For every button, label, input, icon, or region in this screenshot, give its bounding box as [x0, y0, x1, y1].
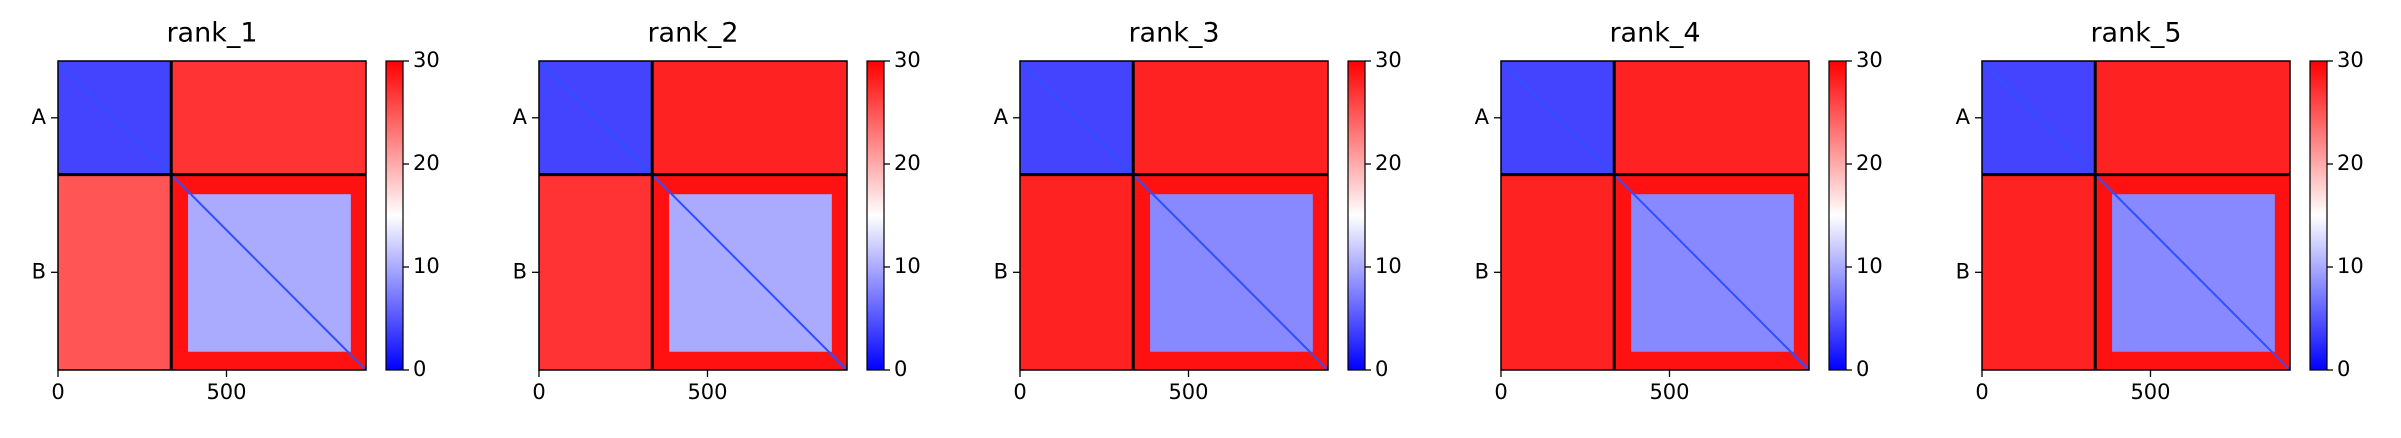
y-tick-label: A [513, 105, 528, 129]
colorbar-tick-label: 0 [894, 357, 907, 381]
panel-title: rank_5 [2090, 18, 2181, 49]
plot-frame [1981, 60, 2291, 371]
diagonal [1500, 60, 1810, 371]
plot-frame [1019, 60, 1329, 371]
colorbar-tick-label: 30 [1856, 48, 1883, 72]
x-tick-label: 500 [1649, 380, 1689, 404]
x-tick-label: 0 [532, 380, 545, 404]
colorbar-tick-label: 10 [2337, 254, 2364, 278]
colorbar-tick-label: 20 [894, 151, 921, 175]
colorbar-tick-label: 0 [1856, 357, 1869, 381]
heatmap-region [1501, 174, 1615, 370]
heatmap-region [171, 61, 366, 175]
colorbar-tick-label: 30 [894, 48, 921, 72]
colorbar-tick-label: 10 [1856, 254, 1883, 278]
y-tick-label: A [1475, 105, 1490, 129]
plot-frame [57, 60, 367, 371]
heatmap-region [539, 174, 653, 370]
colorbar-tick-label: 0 [1375, 357, 1388, 381]
colorbar [2309, 60, 2328, 371]
x-tick-label: 0 [1013, 380, 1026, 404]
y-tick-label: A [1956, 105, 1971, 129]
heatmap-region [2095, 61, 2290, 175]
colorbar-tick-label: 0 [2337, 357, 2350, 381]
panel-title: rank_3 [1128, 18, 1219, 49]
x-tick-label: 500 [2130, 380, 2170, 404]
diagonal [1981, 60, 2291, 371]
panel-title: rank_4 [1609, 18, 1700, 49]
colorbar-tick-label: 30 [2337, 48, 2364, 72]
colorbar-tick-label: 20 [413, 151, 440, 175]
colorbar [866, 60, 885, 371]
y-tick-label: A [32, 105, 47, 129]
colorbar-tick-label: 20 [1856, 151, 1883, 175]
y-tick-label: B [32, 259, 46, 283]
panel-title: rank_1 [166, 18, 257, 49]
y-tick-label: A [994, 105, 1009, 129]
y-tick-label: B [513, 259, 527, 283]
colorbar [1828, 60, 1847, 371]
heatmap-region [1614, 61, 1809, 175]
plot-frame [1500, 60, 1810, 371]
panel-title: rank_2 [647, 18, 738, 49]
colorbar-tick-label: 10 [1375, 254, 1402, 278]
heatmap-region [58, 174, 172, 370]
colorbar [385, 60, 404, 371]
y-tick-label: B [1956, 259, 1970, 283]
x-tick-label: 500 [687, 380, 727, 404]
x-tick-label: 500 [206, 380, 246, 404]
heatmap-region [1133, 61, 1328, 175]
heatmap-region [1982, 174, 2096, 370]
diagonal [538, 60, 848, 371]
x-tick-label: 0 [51, 380, 64, 404]
x-tick-label: 0 [1494, 380, 1507, 404]
y-tick-label: B [1475, 259, 1489, 283]
diagonal [1019, 60, 1329, 371]
colorbar [1347, 60, 1366, 371]
heatmap-region [1020, 174, 1134, 370]
y-tick-label: B [994, 259, 1008, 283]
colorbar-tick-label: 30 [1375, 48, 1402, 72]
colorbar-tick-label: 10 [894, 254, 921, 278]
plot-frame [538, 60, 848, 371]
colorbar-tick-label: 20 [2337, 151, 2364, 175]
colorbar-tick-label: 0 [413, 357, 426, 381]
x-tick-label: 500 [1168, 380, 1208, 404]
x-tick-label: 0 [1975, 380, 1988, 404]
colorbar-tick-label: 30 [413, 48, 440, 72]
colorbar-tick-label: 10 [413, 254, 440, 278]
diagonal [57, 60, 367, 371]
colorbar-tick-label: 20 [1375, 151, 1402, 175]
heatmap-region [652, 61, 847, 175]
